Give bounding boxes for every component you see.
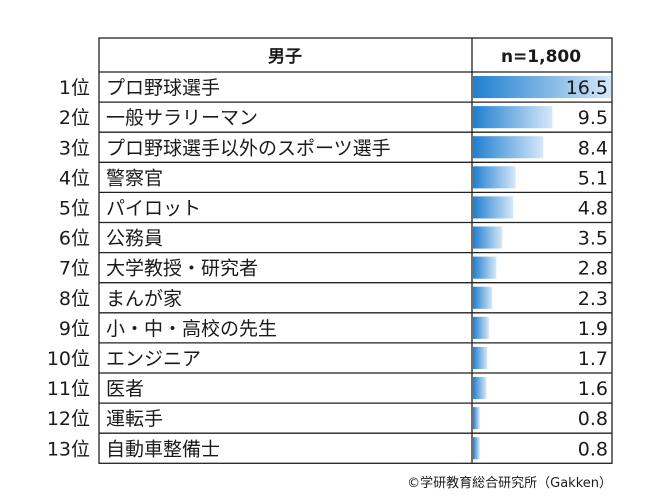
bar-series xyxy=(473,76,611,460)
category-label: 医者 xyxy=(106,378,144,400)
category-label: エンジニア xyxy=(106,348,201,370)
header-name: 男子 xyxy=(268,47,302,67)
category-label: 警察官 xyxy=(106,167,163,189)
value-label: 1.9 xyxy=(578,318,608,340)
bar xyxy=(473,76,611,99)
rank-label: 6位 xyxy=(59,228,90,250)
table-grid xyxy=(98,37,613,464)
table-labels: 男子 n=1,800 1位 プロ野球選手 16.5 2位 一般サラリーマン 9.5 3位 プロ… xyxy=(47,47,608,460)
value-label: 5.1 xyxy=(578,167,608,189)
rank-label: 5位 xyxy=(59,197,90,219)
rank-label: 13位 xyxy=(47,438,90,460)
category-label: まんが家 xyxy=(106,288,182,310)
value-label: 2.8 xyxy=(578,258,608,280)
category-label: パイロット xyxy=(106,197,201,219)
category-label: 小・中・高校の先生 xyxy=(106,318,277,340)
value-label: 9.5 xyxy=(578,107,608,129)
bar xyxy=(473,226,503,249)
value-label: 0.8 xyxy=(578,408,608,430)
rank-label: 9位 xyxy=(59,318,90,340)
value-label: 8.4 xyxy=(578,137,608,159)
rank-label: 10位 xyxy=(47,348,90,370)
bar xyxy=(473,407,480,430)
category-label: プロ野球選手以外のスポーツ選手 xyxy=(106,137,391,159)
bar xyxy=(473,256,497,279)
rank-label: 12位 xyxy=(47,408,90,430)
category-label: 自動車整備士 xyxy=(106,438,220,460)
rank-label: 8位 xyxy=(59,288,90,310)
rank-label: 4位 xyxy=(59,167,90,189)
header-sample-size: n=1,800 xyxy=(501,47,581,67)
rank-label: 11位 xyxy=(47,378,90,400)
value-label: 1.6 xyxy=(578,378,608,400)
rank-label: 3位 xyxy=(59,137,90,159)
bar xyxy=(473,346,488,369)
category-label: 一般サラリーマン xyxy=(106,107,258,129)
rank-label: 7位 xyxy=(59,258,90,280)
value-label: 1.7 xyxy=(578,348,608,370)
bar xyxy=(473,286,493,309)
value-label: 2.3 xyxy=(578,288,608,310)
bar xyxy=(473,166,516,189)
value-label: 4.8 xyxy=(578,197,608,219)
category-label: プロ野球選手 xyxy=(106,77,220,99)
bar xyxy=(473,106,553,129)
source-credit: ©学研教育総合研究所（Gakken） xyxy=(407,475,612,491)
value-label: 3.5 xyxy=(578,228,608,250)
value-label: 0.8 xyxy=(578,438,608,460)
bar xyxy=(473,316,489,339)
rank-label: 2位 xyxy=(59,107,90,129)
category-label: 大学教授・研究者 xyxy=(106,258,258,280)
category-label: 公務員 xyxy=(106,228,163,250)
bar xyxy=(473,136,544,159)
rank-label: 1位 xyxy=(59,77,90,99)
category-label: 運転手 xyxy=(106,408,163,430)
table-border xyxy=(98,37,613,464)
value-label: 16.5 xyxy=(566,77,608,99)
bar xyxy=(473,196,514,219)
bar xyxy=(473,437,480,460)
bar xyxy=(473,377,487,400)
